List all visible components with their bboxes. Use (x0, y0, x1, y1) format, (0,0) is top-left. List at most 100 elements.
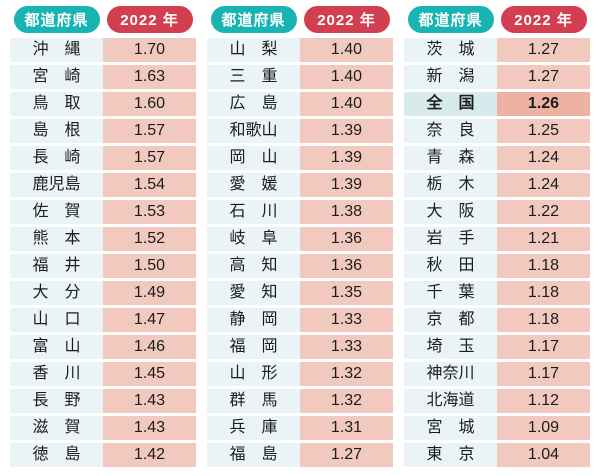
prefecture-name: 大 阪 (404, 200, 497, 224)
prefecture-name: 長 崎 (10, 146, 103, 170)
prefecture-name: 山 口 (10, 308, 103, 332)
table-row: 神奈川 1.17 (404, 362, 590, 386)
table-group-2: 都道府県 2022 年 山 梨 1.40 三 重 1.40 広 島 1.40 和歌山 1.39… (207, 6, 393, 467)
prefecture-name: 広 島 (207, 92, 300, 116)
rate-value: 1.50 (103, 254, 196, 278)
table-row: 新 潟 1.27 (404, 65, 590, 89)
rate-value: 1.31 (300, 416, 393, 440)
rate-value: 1.18 (497, 281, 590, 305)
prefecture-name: 愛 知 (207, 281, 300, 305)
rate-value: 1.35 (300, 281, 393, 305)
table-row: 全 国 1.26 (404, 92, 590, 116)
prefecture-name: 富 山 (10, 335, 103, 359)
table-row: 佐 賀 1.53 (10, 200, 196, 224)
table-row: 岩 手 1.21 (404, 227, 590, 251)
prefecture-name: 福 岡 (207, 335, 300, 359)
table-row: 大 分 1.49 (10, 281, 196, 305)
rate-value: 1.09 (497, 416, 590, 440)
rate-value: 1.36 (300, 227, 393, 251)
year-header-cell: 2022 年 (497, 6, 590, 33)
table-row: 長 野 1.43 (10, 389, 196, 413)
prefecture-header-cell: 都道府県 (207, 6, 300, 33)
prefecture-name: 宮 崎 (10, 65, 103, 89)
table-row: 奈 良 1.25 (404, 119, 590, 143)
table-row: 鳥 取 1.60 (10, 92, 196, 116)
rate-value: 1.57 (103, 146, 196, 170)
prefecture-name: 熊 本 (10, 227, 103, 251)
rate-value: 1.45 (103, 362, 196, 386)
prefecture-name: 三 重 (207, 65, 300, 89)
table-row: 山 口 1.47 (10, 308, 196, 332)
table-row: 徳 島 1.42 (10, 443, 196, 467)
rate-value: 1.40 (300, 38, 393, 62)
rate-value: 1.40 (300, 65, 393, 89)
prefecture-name: 秋 田 (404, 254, 497, 278)
prefecture-name: 兵 庫 (207, 416, 300, 440)
rate-value: 1.42 (103, 443, 196, 467)
prefecture-name: 全 国 (404, 92, 497, 116)
table-row: 熊 本 1.52 (10, 227, 196, 251)
prefecture-name: 福 井 (10, 254, 103, 278)
prefecture-name: 香 川 (10, 362, 103, 386)
table-group-1: 都道府県 2022 年 沖 縄 1.70 宮 崎 1.63 鳥 取 1.60 島 根 1.57… (10, 6, 196, 467)
rate-value: 1.49 (103, 281, 196, 305)
table-rows-group-3: 茨 城 1.27 新 潟 1.27 全 国 1.26 奈 良 1.25 青 森 1.24 栃 木 1.… (404, 38, 590, 467)
rate-value: 1.21 (497, 227, 590, 251)
prefecture-header-pill: 都道府県 (407, 6, 494, 33)
table-row: 愛 媛 1.39 (207, 173, 393, 197)
rate-value: 1.39 (300, 146, 393, 170)
year-header-cell: 2022 年 (300, 6, 393, 33)
prefecture-name: 岐 阜 (207, 227, 300, 251)
prefecture-name: 高 知 (207, 254, 300, 278)
table-row: 宮 崎 1.63 (10, 65, 196, 89)
table-row: 石 川 1.38 (207, 200, 393, 224)
rate-value: 1.36 (300, 254, 393, 278)
prefecture-name: 神奈川 (404, 362, 497, 386)
table-row: 広 島 1.40 (207, 92, 393, 116)
table-row: 東 京 1.04 (404, 443, 590, 467)
rate-value: 1.26 (497, 92, 590, 116)
table-header: 都道府県 2022 年 (207, 6, 393, 33)
rate-value: 1.39 (300, 173, 393, 197)
table-row: 長 崎 1.57 (10, 146, 196, 170)
rate-value: 1.27 (497, 38, 590, 62)
prefecture-header-cell: 都道府県 (10, 6, 103, 33)
table-row: 青 森 1.24 (404, 146, 590, 170)
table-row: 滋 賀 1.43 (10, 416, 196, 440)
table-row: 岡 山 1.39 (207, 146, 393, 170)
table-row: 山 形 1.32 (207, 362, 393, 386)
year-header-cell: 2022 年 (103, 6, 196, 33)
rate-value: 1.39 (300, 119, 393, 143)
prefecture-name: 大 分 (10, 281, 103, 305)
rate-value: 1.17 (497, 335, 590, 359)
table-row: 茨 城 1.27 (404, 38, 590, 62)
table-row: 兵 庫 1.31 (207, 416, 393, 440)
prefecture-name: 沖 縄 (10, 38, 103, 62)
table-row: 千 葉 1.18 (404, 281, 590, 305)
prefecture-name: 静 岡 (207, 308, 300, 332)
table-row: 北海道 1.12 (404, 389, 590, 413)
prefecture-name: 長 野 (10, 389, 103, 413)
table-header: 都道府県 2022 年 (404, 6, 590, 33)
prefecture-name: 福 島 (207, 443, 300, 467)
table-row: 鹿児島 1.54 (10, 173, 196, 197)
prefecture-name: 岩 手 (404, 227, 497, 251)
table-row: 秋 田 1.18 (404, 254, 590, 278)
rate-value: 1.33 (300, 308, 393, 332)
rate-value: 1.04 (497, 443, 590, 467)
table-row: 大 阪 1.22 (404, 200, 590, 224)
table-row: 福 島 1.27 (207, 443, 393, 467)
prefecture-name: 徳 島 (10, 443, 103, 467)
rate-value: 1.27 (300, 443, 393, 467)
rate-value: 1.53 (103, 200, 196, 224)
year-header-pill: 2022 年 (303, 6, 390, 33)
table-row: 香 川 1.45 (10, 362, 196, 386)
rate-value: 1.17 (497, 362, 590, 386)
rate-value: 1.38 (300, 200, 393, 224)
prefecture-name: 島 根 (10, 119, 103, 143)
rate-value: 1.46 (103, 335, 196, 359)
table-row: 高 知 1.36 (207, 254, 393, 278)
rate-value: 1.52 (103, 227, 196, 251)
rate-value: 1.63 (103, 65, 196, 89)
table-row: 京 都 1.18 (404, 308, 590, 332)
